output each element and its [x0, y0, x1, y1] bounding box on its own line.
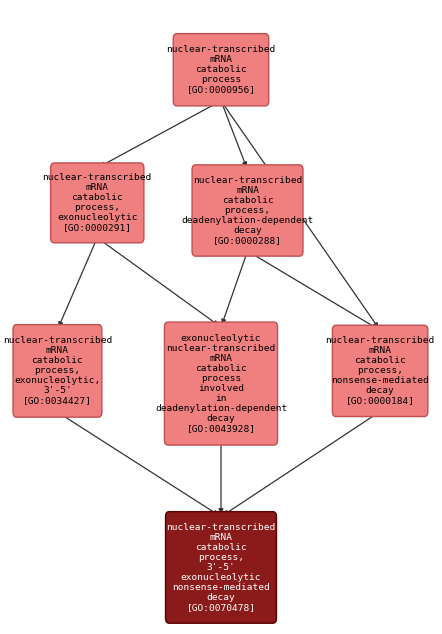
- Text: nuclear-transcribed
mRNA
catabolic
process,
3'-5'
exonucleolytic
nonsense-mediat: nuclear-transcribed mRNA catabolic proce…: [166, 522, 276, 612]
- FancyBboxPatch shape: [164, 322, 278, 445]
- FancyBboxPatch shape: [332, 325, 428, 417]
- FancyBboxPatch shape: [173, 34, 269, 106]
- Text: nuclear-transcribed
mRNA
catabolic
process,
exonucleolytic
[GO:0000291]: nuclear-transcribed mRNA catabolic proce…: [42, 173, 152, 233]
- Text: nuclear-transcribed
mRNA
catabolic
process,
deadenylation-dependent
decay
[GO:00: nuclear-transcribed mRNA catabolic proce…: [181, 176, 314, 245]
- FancyBboxPatch shape: [192, 165, 303, 256]
- FancyBboxPatch shape: [50, 163, 144, 243]
- Text: exonucleolytic
nuclear-transcribed
mRNA
catabolic
process
involved
in
deadenylat: exonucleolytic nuclear-transcribed mRNA …: [155, 334, 287, 433]
- FancyBboxPatch shape: [165, 512, 277, 623]
- Text: nuclear-transcribed
mRNA
catabolic
process,
nonsense-mediated
decay
[GO:0000184]: nuclear-transcribed mRNA catabolic proce…: [325, 336, 435, 406]
- FancyBboxPatch shape: [13, 325, 102, 417]
- Text: nuclear-transcribed
mRNA
catabolic
process
[GO:0000956]: nuclear-transcribed mRNA catabolic proce…: [166, 45, 276, 94]
- Text: nuclear-transcribed
mRNA
catabolic
process,
exonucleolytic,
3'-5'
[GO:0034427]: nuclear-transcribed mRNA catabolic proce…: [3, 336, 112, 406]
